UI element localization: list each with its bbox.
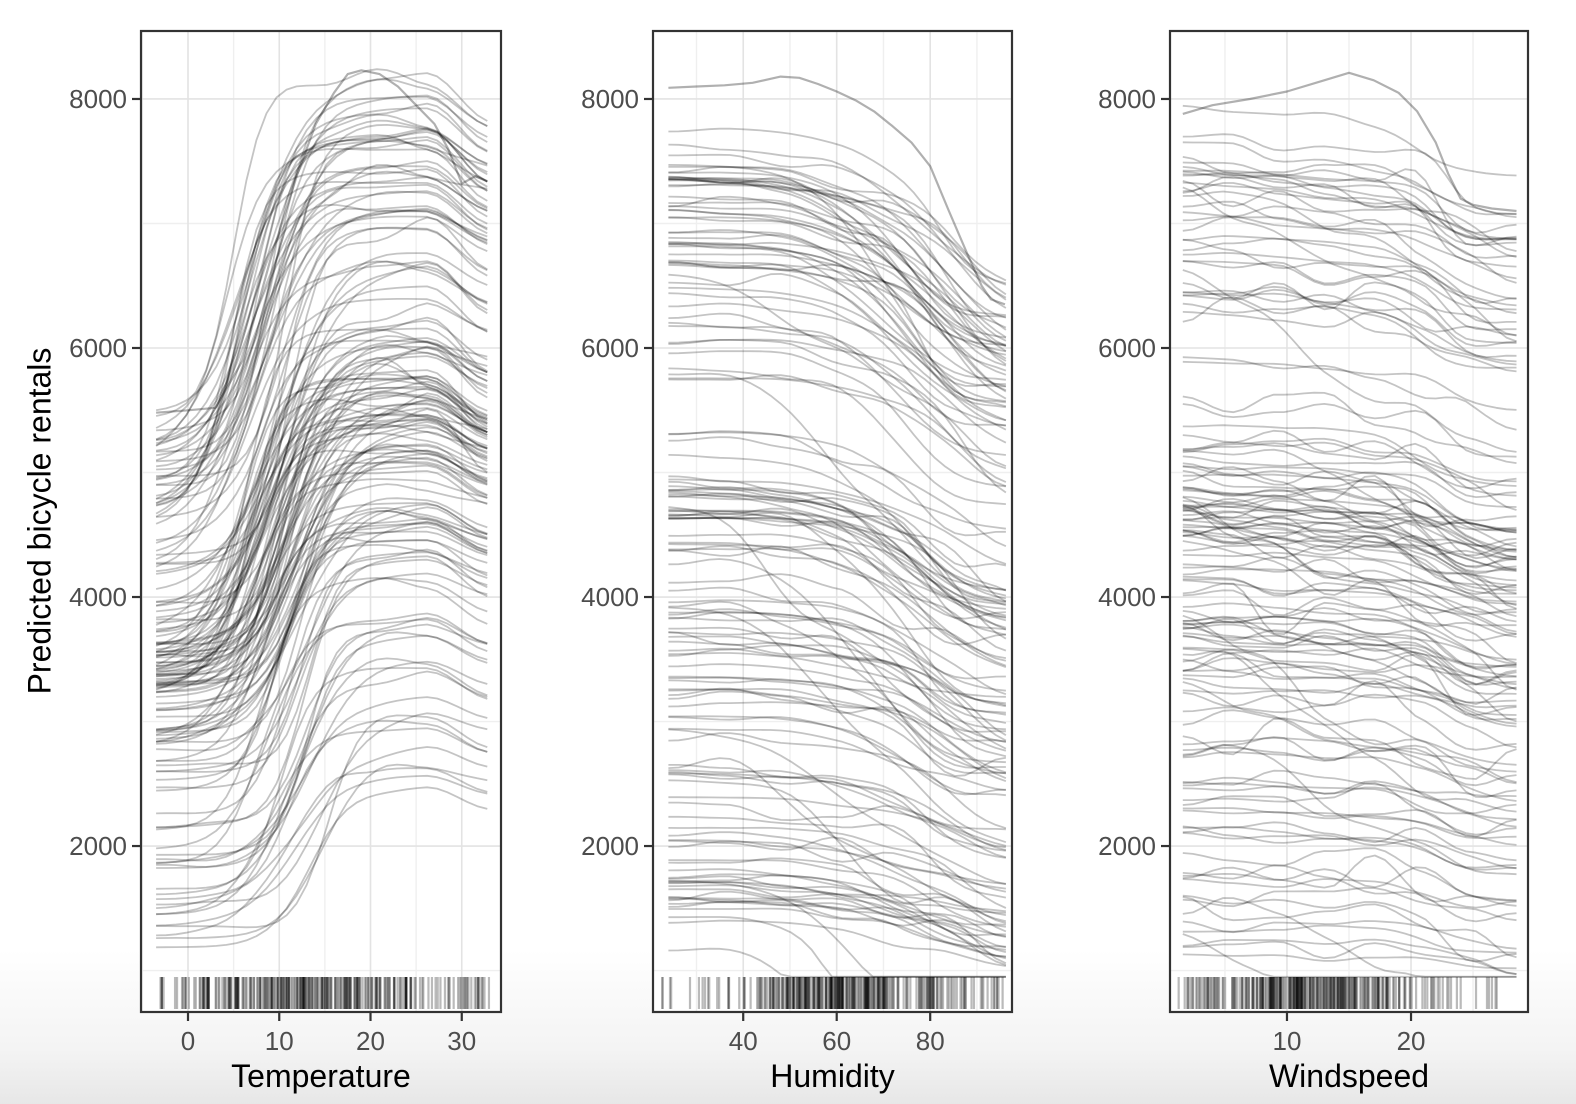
panel-temperature: 2000 4000 6000 8000 0 10 20 30 <box>69 29 503 1056</box>
y-tick-label: 8000 <box>1098 84 1156 114</box>
y-tick-label: 8000 <box>581 84 639 114</box>
panel-border <box>139 29 503 1014</box>
x-tick-label: 40 <box>729 1026 758 1056</box>
x-tick-label: 0 <box>181 1026 195 1056</box>
x-axis-title-windspeed: Windspeed <box>1268 1058 1430 1094</box>
gridlines <box>141 31 501 1012</box>
x-tick-label: 20 <box>356 1026 385 1056</box>
axis-ticks: 2000 4000 6000 8000 40 60 80 <box>581 84 945 1056</box>
y-axis-title: Predicted bicycle rentals <box>21 347 58 695</box>
y-tick-label: 4000 <box>69 582 127 612</box>
x-tick-label: 10 <box>265 1026 294 1056</box>
rug-plot <box>661 977 1004 1009</box>
y-tick-label: 6000 <box>1098 333 1156 363</box>
panel-windspeed: 2000 4000 6000 8000 10 20 <box>1098 29 1530 1056</box>
rug-plot <box>159 977 491 1009</box>
panel-humidity: 2000 4000 6000 8000 40 60 80 <box>581 29 1014 1056</box>
x-tick-label: 10 <box>1273 1026 1302 1056</box>
gridlines <box>653 31 1012 1012</box>
top-ice-curve <box>156 69 488 414</box>
x-tick-label: 60 <box>822 1026 851 1056</box>
y-tick-label: 6000 <box>69 333 127 363</box>
panel-background <box>141 31 501 1012</box>
y-tick-label: 2000 <box>1098 831 1156 861</box>
panel-border <box>651 29 1014 1014</box>
axis-ticks: 2000 4000 6000 8000 0 10 20 30 <box>69 84 476 1056</box>
ice-curves <box>1182 71 1517 978</box>
x-tick-label: 30 <box>447 1026 476 1056</box>
rug-plot <box>1177 977 1498 1009</box>
y-tick-label: 2000 <box>581 831 639 861</box>
ice-curves <box>668 75 1007 978</box>
x-tick-label: 20 <box>1397 1026 1426 1056</box>
y-tick-label: 6000 <box>581 333 639 363</box>
x-axis-title-humidity: Humidity <box>770 1058 895 1094</box>
top-ice-curve <box>668 75 1006 306</box>
top-ice-curve <box>1182 71 1517 213</box>
gridlines <box>1170 31 1528 1012</box>
panel-border <box>1168 29 1530 1014</box>
y-tick-label: 4000 <box>581 582 639 612</box>
x-axis-title-temperature: Temperature <box>231 1058 411 1094</box>
y-tick-label: 2000 <box>69 831 127 861</box>
panel-background <box>653 31 1012 1012</box>
ice-curves <box>155 68 488 949</box>
axis-ticks: 2000 4000 6000 8000 10 20 <box>1098 84 1425 1056</box>
y-tick-label: 4000 <box>1098 582 1156 612</box>
y-tick-label: 8000 <box>69 84 127 114</box>
x-tick-label: 80 <box>916 1026 945 1056</box>
